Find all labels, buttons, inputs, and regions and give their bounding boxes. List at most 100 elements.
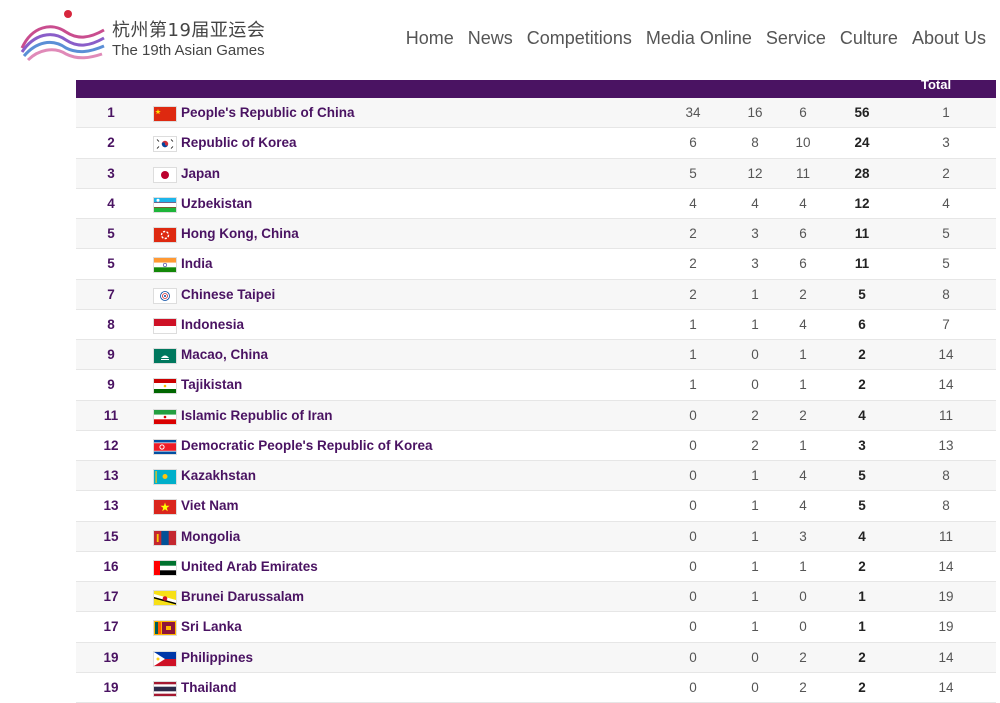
gold-count: 0 [689,498,697,514]
nav-competitions[interactable]: Competitions [526,28,632,48]
rank-by-total: 19 [938,589,954,604]
table-row: 16 United Arab Emirates 0 1 1 2 14 [76,552,996,582]
country-name-link[interactable]: Uzbekistan [181,195,253,211]
nav-service[interactable]: Service [765,28,826,48]
iran-flag-icon [153,408,177,425]
logo-english-title: The 19th Asian Games [112,42,265,59]
silver-count: 1 [751,286,759,302]
total-count: 6 [858,316,866,332]
rank-cell: 3 [107,165,115,181]
rank-by-total: 5 [942,226,950,241]
kazakhstan-flag-icon [153,469,177,485]
gold-count: 0 [689,649,697,665]
table-row: 19 Philippines 0 0 2 2 14 [76,642,996,673]
gold-count: 2 [689,286,697,302]
indonesia-flag-icon [153,317,177,334]
silver-count: 12 [747,165,763,181]
bronze-count: 1 [799,558,807,574]
nav-about-us[interactable]: About Us [911,28,986,48]
table-row: 2 Republic of Korea 6 8 10 24 3 [76,128,996,159]
site-header: 杭州第19届亚运会 The 19th Asian Games Home News… [0,0,1000,80]
logo-text: 杭州第19届亚运会 The 19th Asian Games [112,20,265,60]
country-name-link[interactable]: Japan [181,165,221,181]
bronze-count: 6 [799,226,807,241]
silver-count: 1 [751,498,759,514]
silver-count: 0 [751,679,759,695]
rank-by-total: 3 [942,135,950,151]
bronze-count: 10 [795,135,811,151]
table-row: 9 Tajikistan 1 0 1 2 14 [76,370,996,401]
country-name-link[interactable]: Brunei Darussalam [181,589,305,604]
country-name-link[interactable]: Thailand [181,679,237,695]
rank-cell: 11 [103,407,119,423]
bronze-count: 0 [799,589,807,604]
srilanka-flag-icon [153,620,177,637]
rank-cell: 13 [103,498,119,514]
medal-table: Total 1 People's Republic of China 34 16 6 56… [76,80,996,703]
silver-count: 2 [751,407,759,423]
silver-count: 1 [751,619,759,635]
country-name-link[interactable]: India [181,256,213,272]
rank-by-total: 14 [938,649,954,665]
table-row: 19 Thailand 0 0 2 2 14 [76,673,996,703]
country-name-link[interactable]: Viet Nam [181,498,239,514]
country-name-link[interactable]: Philippines [181,649,254,665]
table-row: 1 People's Republic of China 34 16 6 56 1 [76,98,996,129]
rank-by-total: 1 [942,105,950,120]
rank-by-total: 7 [942,316,950,332]
bronze-count: 1 [799,437,807,453]
country-name-link[interactable]: Macao, China [181,347,269,362]
vietnam-flag-icon [153,499,177,516]
total-count: 2 [858,679,866,695]
rank-cell: 5 [107,226,115,241]
country-name-link[interactable]: Democratic People's Republic of Korea [181,437,433,453]
country-name-link[interactable]: United Arab Emirates [181,558,318,574]
country-name-link[interactable]: Hong Kong, China [181,226,299,241]
total-count: 1 [858,619,866,635]
asian-games-logo-icon[interactable] [18,8,108,68]
india-flag-icon [153,257,177,274]
total-count: 2 [858,558,866,574]
rank-by-total: 8 [942,468,950,483]
country-name-link[interactable]: Mongolia [181,528,241,544]
gold-count: 0 [689,437,697,453]
nav-culture[interactable]: Culture [839,28,898,48]
gold-count: 0 [689,679,697,695]
country-name-link[interactable]: Indonesia [181,316,245,332]
nav-news[interactable]: News [467,28,513,48]
total-count: 2 [858,377,866,393]
bronze-count: 1 [799,377,807,393]
table-row: 3 Japan 5 12 11 28 2 [76,158,996,189]
table-row: 5 India 2 3 6 11 5 [76,249,996,280]
country-name-link[interactable]: People's Republic of China [181,105,355,120]
rank-cell: 5 [107,256,115,272]
bronze-count: 6 [799,256,807,272]
gold-count: 6 [689,135,697,151]
gold-count: 2 [689,226,697,241]
main-nav: Home News Competitions Media Online Serv… [392,28,986,49]
total-count: 11 [854,256,870,272]
country-name-link[interactable]: Tajikistan [181,377,243,393]
country-name-link[interactable]: Islamic Republic of Iran [181,407,333,423]
silver-count: 8 [751,135,759,151]
bronze-count: 2 [799,286,807,302]
rank-cell: 2 [107,135,115,151]
country-name-link[interactable]: Kazakhstan [181,468,257,483]
country-name-link[interactable]: Chinese Taipei [181,286,276,302]
table-row: 12 Democratic People's Republic of Korea 0… [76,431,996,461]
total-count: 2 [858,347,866,362]
country-name-link[interactable]: Sri Lanka [181,619,242,635]
total-count: 5 [858,286,866,302]
nav-media-online[interactable]: Media Online [645,28,752,48]
silver-count: 1 [751,316,759,332]
bronze-count: 6 [799,105,807,120]
bronze-count: 1 [799,347,807,362]
uzbekistan-flag-icon [153,196,177,213]
rank-by-total: 19 [938,619,954,635]
table-row: 5 Hong Kong, China 2 3 6 11 5 [76,219,996,250]
gold-count: 1 [689,377,697,393]
rank-cell: 9 [107,347,115,362]
total-count: 4 [858,528,866,544]
nav-home[interactable]: Home [405,28,454,48]
country-name-link[interactable]: Republic of Korea [181,135,297,151]
